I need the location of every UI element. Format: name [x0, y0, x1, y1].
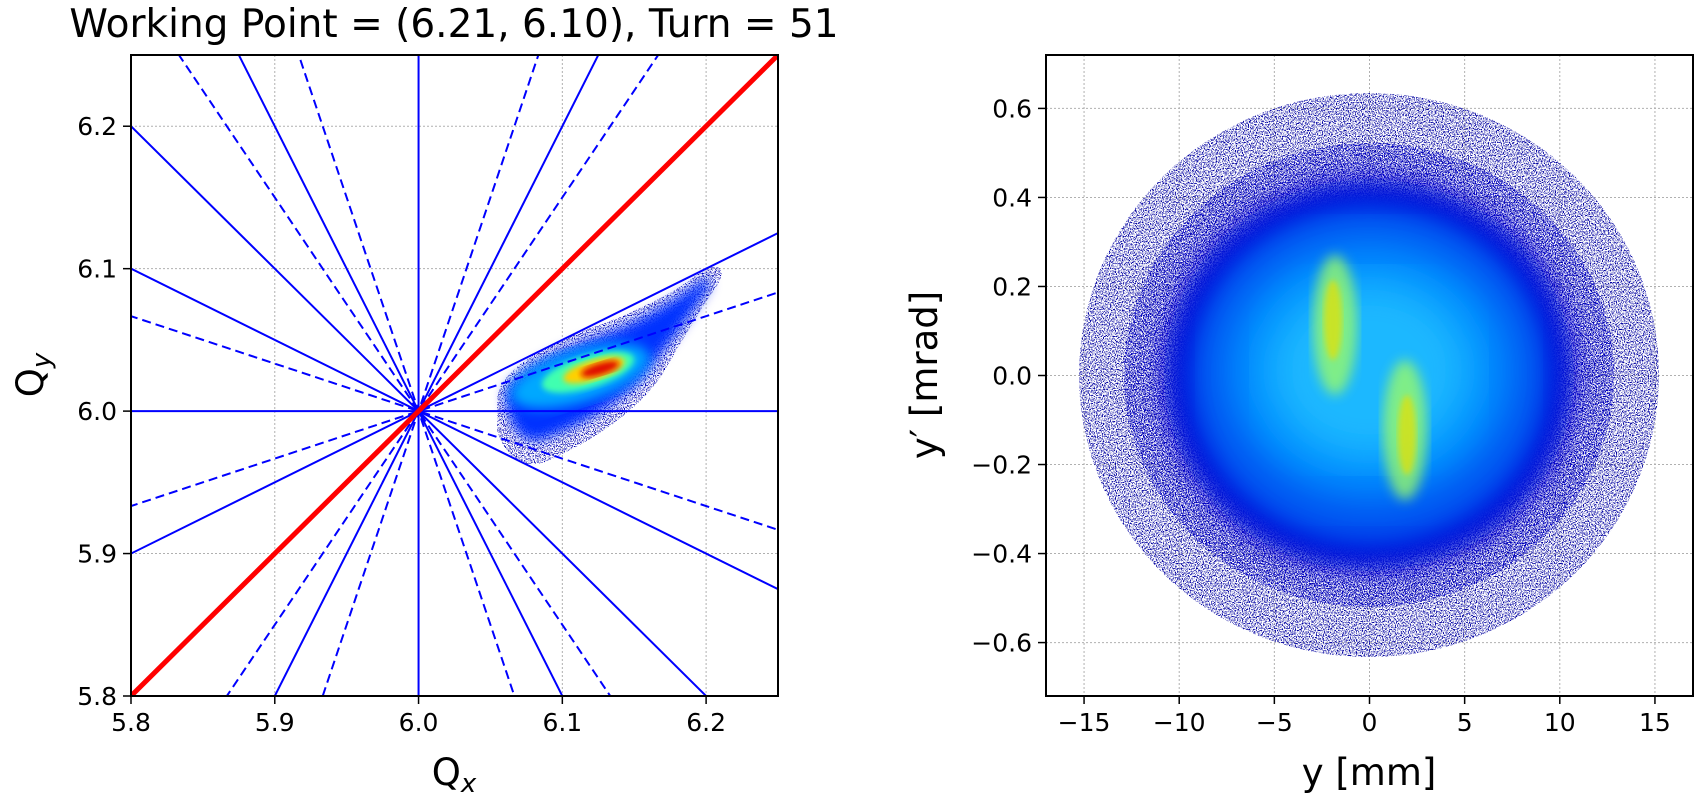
y-tick-label: 0.2 [992, 272, 1032, 301]
y-tick-label: 6.2 [77, 112, 117, 141]
x-tick-label: 15 [1639, 708, 1671, 737]
y-tick-label: 6.0 [77, 397, 117, 426]
y-tick-label: 0.6 [992, 94, 1032, 123]
x-tick-label: −10 [1153, 708, 1206, 737]
y-tick-label: −0.4 [971, 540, 1032, 569]
y-tick-label: 5.8 [77, 682, 117, 711]
axis-ticks: −15 −10 −5 0 5 10 15 −0.6 −0.4 −0.2 0.0 0.2 0.4 0.6 [971, 94, 1671, 737]
lower-lobe-core [1398, 395, 1416, 475]
x-tick-label: −15 [1058, 708, 1111, 737]
plot-frame [130, 54, 779, 697]
axis-ticks: 5.8 5.9 6.0 6.1 6.2 5.8 5.9 6.0 6.1 6.2 [77, 112, 726, 737]
x-tick-label: 6.0 [399, 708, 439, 737]
x-tick-label: 6.2 [686, 708, 726, 737]
footprint-peak [580, 360, 620, 378]
y-axis-label: y′ [mrad] [903, 291, 946, 459]
x-tick-label: 10 [1544, 708, 1576, 737]
y-tick-label: 0.0 [992, 362, 1032, 391]
phase-space-panel: −15 −10 −5 0 5 10 15 −0.6 −0.4 −0.2 0.0 0.2 0.4 0.6 y… [903, 54, 1694, 794]
y-tick-label: 6.1 [77, 255, 117, 284]
x-tick-label: 5.8 [111, 708, 151, 737]
y-tick-label: −0.6 [971, 629, 1032, 658]
y-tick-label: −0.2 [971, 451, 1032, 480]
x-tick-label: −5 [1256, 708, 1293, 737]
upper-lobe-core [1324, 280, 1342, 360]
x-axis-label: y [mm] [1302, 751, 1437, 794]
chart-title: Working Point = (6.21, 6.10), Turn = 51 [69, 2, 838, 47]
x-tick-label: 5.9 [255, 708, 295, 737]
tune-footprint-heatmap [497, 267, 722, 465]
x-tick-label: 6.1 [542, 708, 582, 737]
y-tick-label: 5.9 [77, 540, 117, 569]
y-tick-label: 0.4 [992, 183, 1032, 212]
core-bright [1269, 282, 1469, 458]
x-tick-label: 0 [1362, 708, 1378, 737]
phase-space-heatmap [1079, 93, 1659, 657]
x-tick-label: 5 [1457, 708, 1473, 737]
y-axis-label: Qy [9, 352, 57, 397]
x-axis-label: Qx [432, 751, 477, 799]
